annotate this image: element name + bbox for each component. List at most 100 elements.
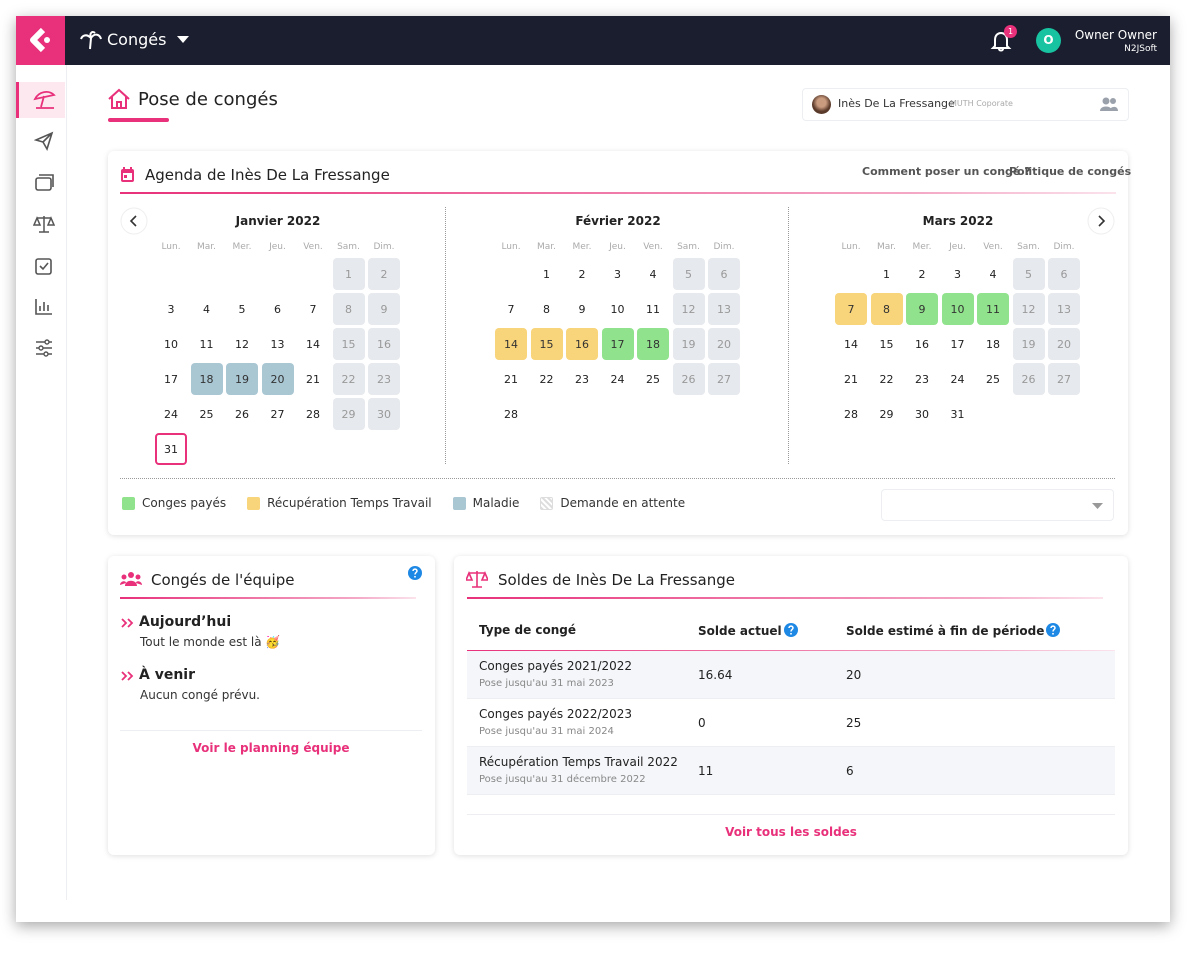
calendar-day[interactable]: 21 — [306, 372, 320, 386]
calendar-day[interactable]: 13 — [1048, 293, 1080, 325]
calendar-day[interactable]: 7 — [507, 302, 515, 316]
employee-selector[interactable] — [802, 88, 1129, 121]
help-link[interactable]: Comment poser un congé ? — [862, 165, 1031, 178]
calendar-day[interactable]: 11 — [646, 302, 660, 316]
nav-requests[interactable] — [34, 131, 54, 151]
calendar-day[interactable]: 6 — [1048, 258, 1080, 290]
calendar-day[interactable]: 4 — [989, 267, 997, 281]
calendar-day[interactable]: 28 — [844, 407, 858, 421]
calendar-day[interactable]: 14 — [495, 328, 527, 360]
help-icon[interactable] — [408, 566, 422, 580]
calendar-day[interactable]: 23 — [575, 372, 589, 386]
next-month[interactable] — [1087, 207, 1115, 235]
calendar-day[interactable]: 22 — [539, 372, 554, 386]
calendar-day[interactable]: 16 — [368, 328, 400, 360]
calendar-day[interactable]: 12 — [1012, 293, 1045, 325]
calendar-day[interactable]: 31 — [155, 433, 187, 465]
calendar-day[interactable]: 26 — [235, 407, 249, 421]
calendar-day[interactable]: 5 — [1012, 258, 1045, 290]
calendar-day[interactable]: 25 — [986, 372, 1000, 386]
nav-calendar[interactable] — [34, 173, 54, 193]
calendar-day[interactable]: 19 — [1012, 328, 1045, 360]
calendar-day[interactable]: 18 — [637, 328, 669, 360]
calendar-day[interactable]: 2 — [368, 258, 400, 290]
calendar-day[interactable]: 3 — [954, 267, 961, 281]
calendar-day[interactable]: 19 — [226, 363, 258, 395]
nav-reports[interactable] — [34, 297, 54, 317]
team-planning-link[interactable]: Voir le planning équipe — [192, 741, 350, 755]
calendar-day[interactable]: 24 — [610, 372, 625, 386]
calendar-day[interactable]: 30 — [915, 407, 929, 421]
calendar-day[interactable]: 3 — [614, 267, 621, 281]
calendar-day[interactable]: 8 — [870, 293, 903, 325]
calendar-day[interactable]: 8 — [543, 302, 550, 316]
calendar-day[interactable]: 23 — [368, 363, 400, 395]
calendar-day[interactable]: 27 — [708, 363, 740, 395]
calendar-day[interactable]: 6 — [708, 258, 740, 290]
calendar-day[interactable]: 8 — [332, 293, 365, 325]
calendar-day[interactable]: 15 — [332, 328, 365, 360]
calendar-day[interactable]: 11 — [977, 293, 1009, 325]
calendar-day[interactable]: 17 — [601, 328, 634, 360]
calendar-day[interactable]: 2 — [918, 267, 926, 281]
calendar-day[interactable]: 21 — [844, 372, 858, 386]
calendar-day[interactable]: 18 — [190, 363, 223, 395]
calendar-day[interactable]: 16 — [915, 337, 929, 351]
calendar-day[interactable]: 28 — [306, 407, 320, 421]
calendar-day[interactable]: 1 — [883, 267, 890, 281]
all-balances-link[interactable]: Voir tous les soldes — [725, 825, 857, 839]
user-avatar[interactable]: O — [1036, 28, 1061, 53]
prev-month[interactable] — [120, 207, 148, 235]
calendar-day[interactable]: 30 — [368, 398, 400, 430]
calendar-day[interactable]: 13 — [270, 337, 285, 351]
calendar-day[interactable]: 4 — [649, 267, 657, 281]
calendar-day[interactable]: 17 — [950, 337, 965, 351]
calendar-day[interactable]: 26 — [672, 363, 705, 395]
calendar-day[interactable]: 22 — [879, 372, 894, 386]
help-icon[interactable] — [1046, 623, 1061, 637]
calendar-day[interactable]: 10 — [941, 293, 974, 325]
calendar-day[interactable]: 24 — [950, 372, 965, 386]
calendar-day[interactable]: 5 — [238, 302, 246, 316]
calendar-day[interactable]: 13 — [708, 293, 740, 325]
calendar-day[interactable]: 2 — [578, 267, 586, 281]
calendar-day[interactable]: 6 — [274, 302, 281, 316]
calendar-day[interactable]: 25 — [199, 407, 214, 421]
filter-dropdown[interactable] — [881, 489, 1114, 521]
calendar-day[interactable]: 7 — [309, 302, 317, 316]
calendar-day[interactable]: 14 — [306, 337, 320, 351]
nav-leave[interactable] — [33, 89, 57, 111]
calendar-day[interactable]: 26 — [1012, 363, 1045, 395]
nav-approvals[interactable] — [34, 256, 54, 276]
help-icon[interactable] — [783, 623, 798, 637]
calendar-day[interactable]: 3 — [167, 302, 175, 316]
calendar-day[interactable]: 14 — [844, 337, 858, 351]
app-dropdown[interactable] — [177, 36, 189, 44]
calendar-day[interactable]: 24 — [164, 407, 178, 421]
calendar-day[interactable]: 5 — [672, 258, 705, 290]
calendar-day[interactable]: 9 — [578, 302, 586, 316]
calendar-day[interactable]: 15 — [530, 328, 563, 360]
calendar-day[interactable]: 21 — [504, 372, 518, 386]
calendar-day[interactable]: 20 — [261, 363, 294, 395]
calendar-day[interactable]: 17 — [164, 372, 178, 386]
calendar-day[interactable]: 1 — [543, 267, 550, 281]
calendar-day[interactable]: 23 — [915, 372, 929, 386]
calendar-day[interactable]: 29 — [332, 398, 365, 430]
calendar-day[interactable]: 31 — [950, 407, 965, 421]
calendar-day[interactable]: 29 — [879, 407, 894, 421]
app-name[interactable]: Congés — [107, 30, 167, 49]
calendar-day[interactable]: 12 — [672, 293, 705, 325]
calendar-day[interactable]: 11 — [199, 337, 214, 351]
nav-settings[interactable] — [34, 338, 54, 358]
calendar-day[interactable]: 12 — [235, 337, 249, 351]
calendar-day[interactable]: 27 — [1048, 363, 1080, 395]
calendar-day[interactable]: 15 — [879, 337, 894, 351]
user-name[interactable]: Owner Owner — [1074, 28, 1157, 42]
calendar-day[interactable]: 18 — [986, 337, 1000, 351]
calendar-day[interactable]: 7 — [835, 293, 867, 325]
calendar-day[interactable]: 22 — [332, 363, 365, 395]
calendar-day[interactable]: 9 — [906, 293, 938, 325]
calendar-day[interactable]: 1 — [332, 258, 365, 290]
logo[interactable] — [16, 16, 65, 65]
